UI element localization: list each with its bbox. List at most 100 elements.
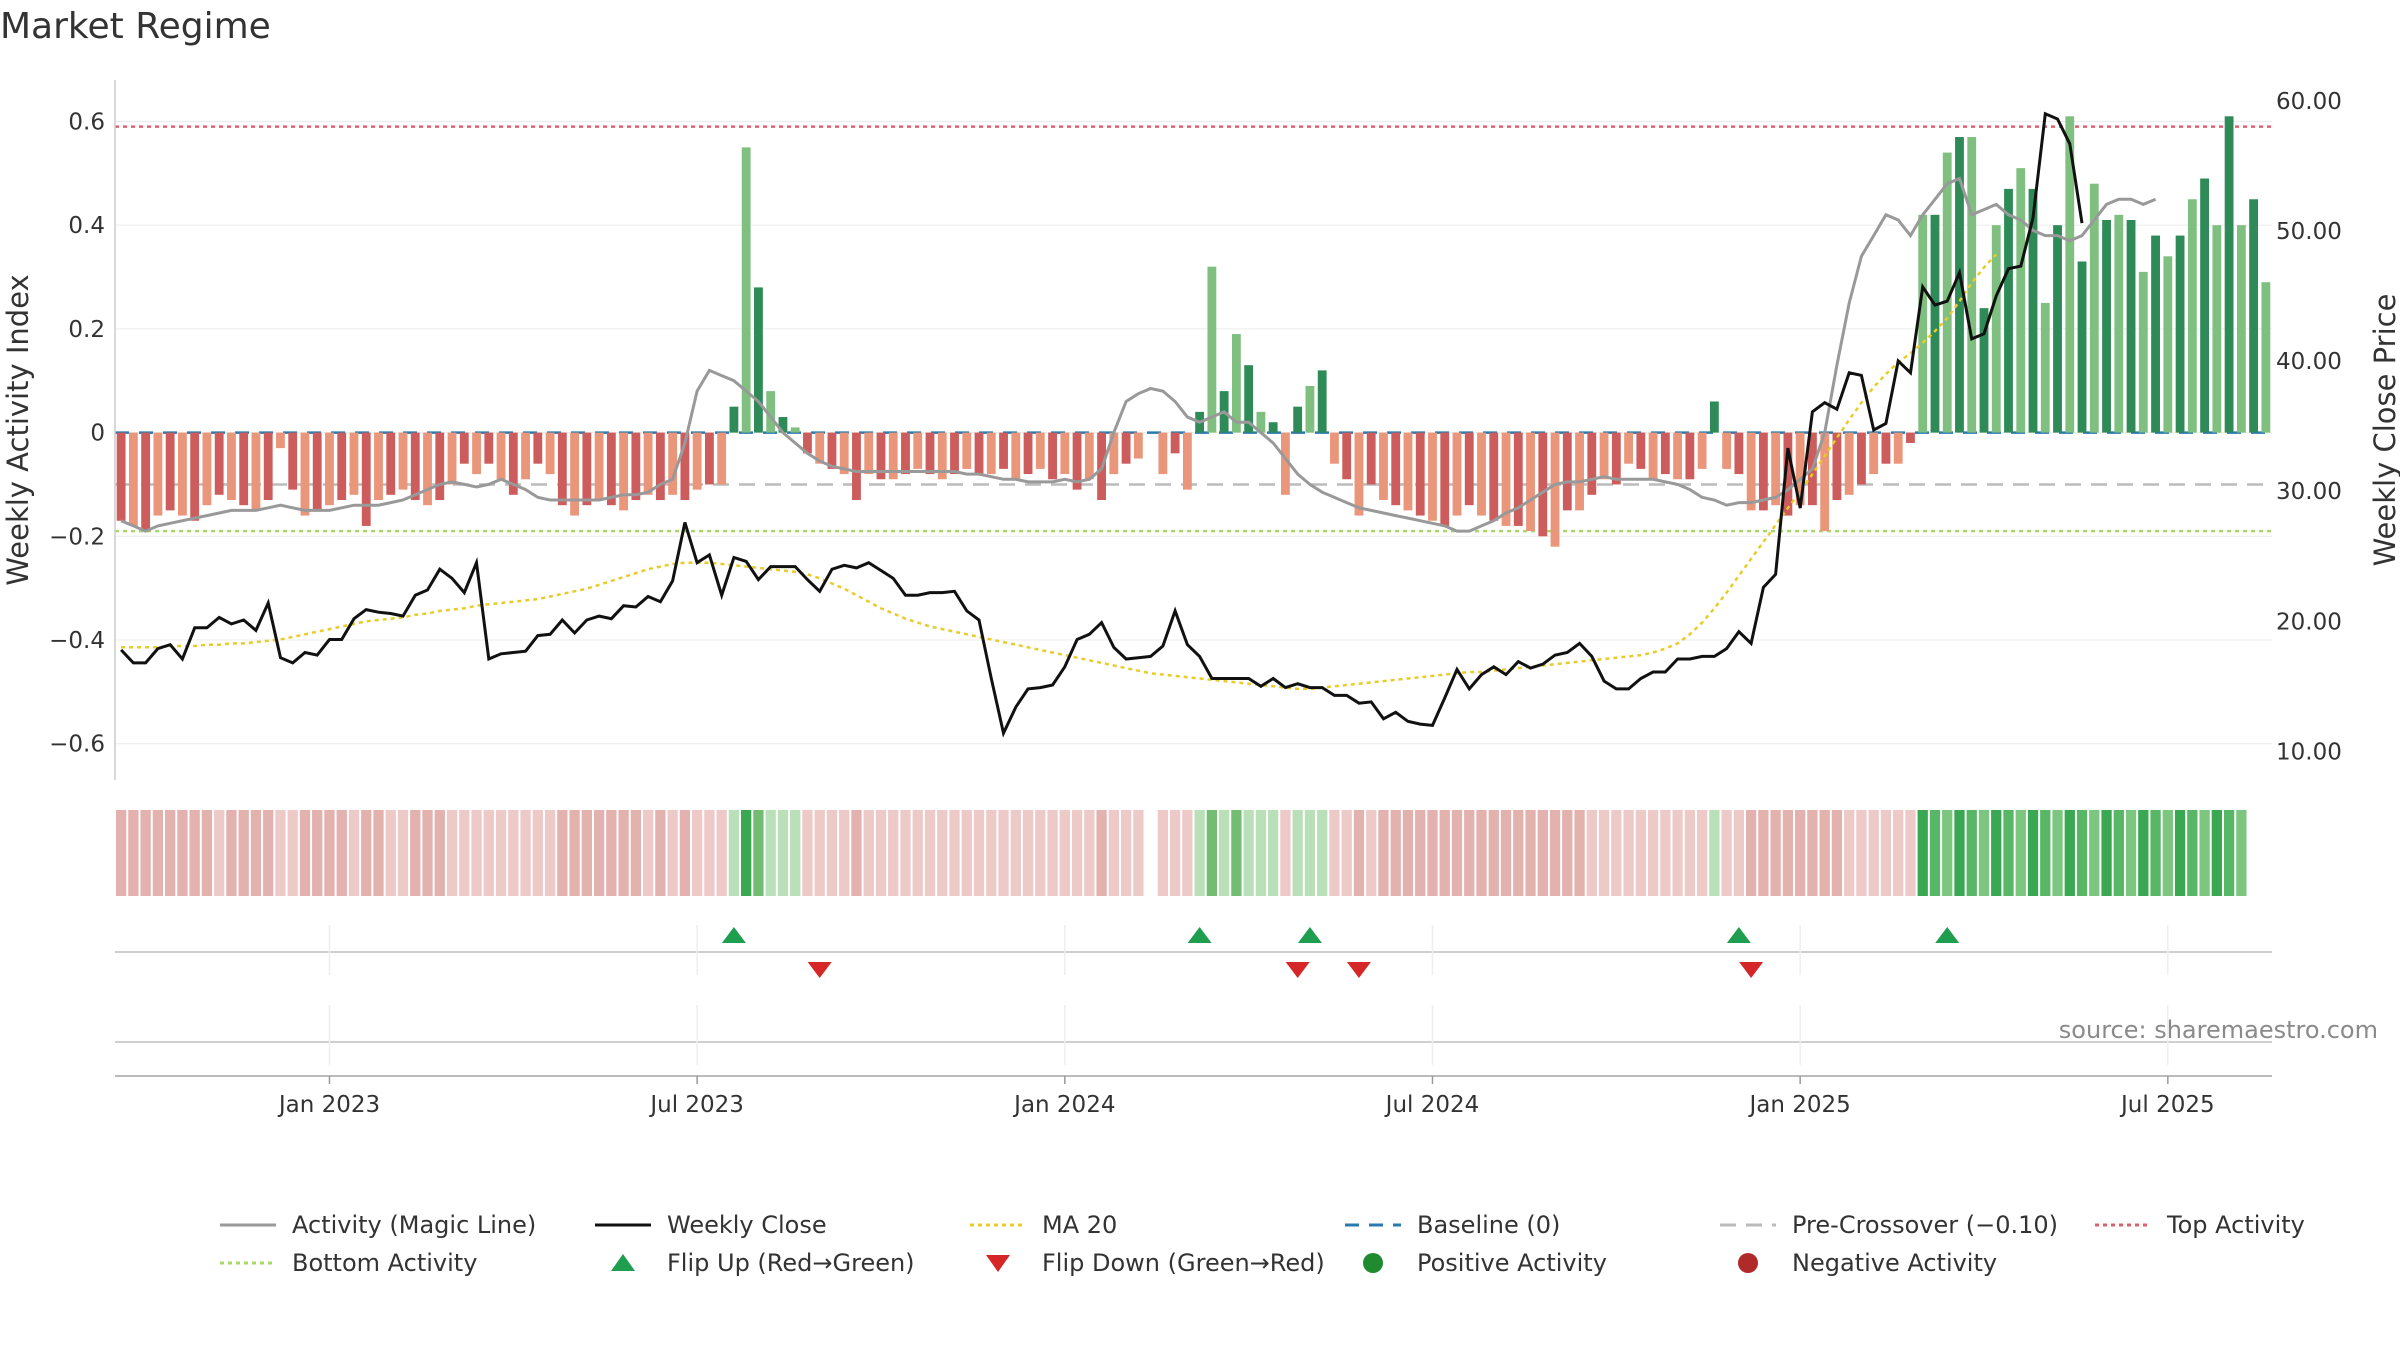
regime-cell	[544, 810, 556, 896]
regime-cell	[1513, 810, 1524, 896]
activity-bar	[986, 432, 996, 475]
activity-bar	[472, 432, 481, 475]
x-tick-label: Jul 2024	[1384, 1092, 1480, 1118]
regime-cell	[593, 810, 605, 896]
activity-bar	[1011, 432, 1021, 480]
activity-bar	[1942, 152, 1952, 433]
activity-bar	[1599, 432, 1609, 480]
regime-cell	[1353, 810, 1365, 896]
activity-bar	[263, 432, 273, 500]
regime-cell	[1451, 810, 1463, 896]
regime-cell	[1280, 810, 1291, 896]
activity-bar	[766, 391, 776, 433]
left-tick-label: 0.2	[68, 317, 105, 343]
regime-cell	[422, 810, 433, 896]
regime-cell	[532, 810, 543, 896]
activity-bar	[1513, 432, 1523, 526]
regime-cell	[1782, 810, 1794, 896]
activity-bar	[1624, 432, 1633, 464]
activity-bar	[2053, 225, 2062, 433]
activity-bar	[1464, 432, 1474, 506]
activity-bar	[2187, 199, 2197, 433]
activity-bar	[1342, 432, 1352, 480]
activity-bar	[398, 432, 408, 490]
regime-cell	[1317, 810, 1328, 896]
activity-bar	[827, 432, 837, 469]
regime-cell	[165, 810, 176, 896]
reference-lines	[115, 125, 2272, 533]
regime-cell	[1647, 810, 1659, 896]
activity-bar	[1379, 432, 1388, 500]
regime-cell	[1255, 810, 1267, 896]
activity-bar	[557, 432, 567, 506]
activity-bar	[680, 432, 690, 500]
regime-cell	[1133, 810, 1144, 896]
activity-bar	[1636, 432, 1646, 469]
regime-cell	[790, 810, 801, 896]
activity-bar	[2004, 188, 2013, 433]
regime-cell	[875, 810, 887, 896]
regime-cell	[1917, 810, 1928, 896]
legend: Activity (Magic Line) Weekly Close MA 20 Ba…	[220, 1211, 2305, 1277]
activity-bar	[619, 432, 629, 511]
magic-line	[120, 176, 2157, 533]
x-tick-label: Jan 2024	[1012, 1092, 1115, 1118]
activity-bar	[1366, 432, 1376, 485]
legend-label: Flip Up (Red→Green)	[667, 1249, 915, 1277]
activity-bar	[227, 432, 236, 500]
activity-bar	[1906, 432, 1915, 443]
activity-bar	[276, 432, 285, 449]
activity-bar	[2163, 256, 2173, 433]
activity-bar	[177, 432, 187, 516]
regime-cell	[1096, 810, 1107, 896]
activity-bar	[1991, 225, 2001, 433]
activity-bar	[1477, 432, 1486, 516]
activity-bar	[790, 427, 800, 433]
activity-bar	[1084, 432, 1094, 480]
activity-bar	[1403, 432, 1413, 511]
regime-cell	[1966, 810, 1977, 896]
activity-bar	[2261, 282, 2271, 433]
regime-cell	[1745, 810, 1757, 896]
regime-cell	[361, 810, 372, 896]
regime-cell	[214, 810, 225, 896]
activity-bar	[1930, 214, 1940, 433]
activity-bar	[876, 432, 886, 480]
regime-cell	[348, 810, 360, 896]
activity-bar	[1967, 137, 1977, 433]
regime-cell	[1929, 810, 1941, 896]
activity-bar	[447, 432, 457, 485]
regime-cell	[1243, 810, 1254, 896]
activity-bar	[803, 432, 812, 454]
flip-down-marker	[807, 962, 832, 978]
activity-bar	[423, 432, 432, 506]
regime-cell	[704, 810, 715, 896]
regime-cell	[1071, 810, 1083, 896]
regime-cell	[777, 810, 789, 896]
activity-bars	[116, 116, 2271, 547]
activity-bar	[888, 432, 898, 480]
activity-bar	[1244, 365, 1254, 433]
right-axis-label: Weekly Close Price	[2368, 294, 2400, 567]
regime-cell	[937, 810, 948, 896]
flip-down-marker	[1739, 962, 1764, 978]
activity-bar	[2089, 183, 2099, 433]
activity-bar	[729, 406, 739, 433]
activity-bar	[1611, 432, 1621, 485]
activity-bar	[1158, 432, 1168, 475]
legend-label: Bottom Activity	[292, 1249, 477, 1277]
activity-bar	[312, 432, 322, 511]
right-tick-label: 30.00	[2276, 479, 2342, 505]
legend-swatch	[986, 1255, 1010, 1272]
activity-bar	[2040, 302, 2050, 433]
activity-bar	[1231, 334, 1241, 433]
regime-cell	[2052, 810, 2063, 896]
activity-bar	[2224, 116, 2234, 433]
regime-cell	[1402, 810, 1414, 896]
legend-swatch	[1738, 1253, 1758, 1273]
regime-cell	[2064, 810, 2075, 896]
activity-bar	[1440, 432, 1450, 526]
activity-bar	[459, 432, 469, 464]
regime-cell	[226, 810, 237, 896]
